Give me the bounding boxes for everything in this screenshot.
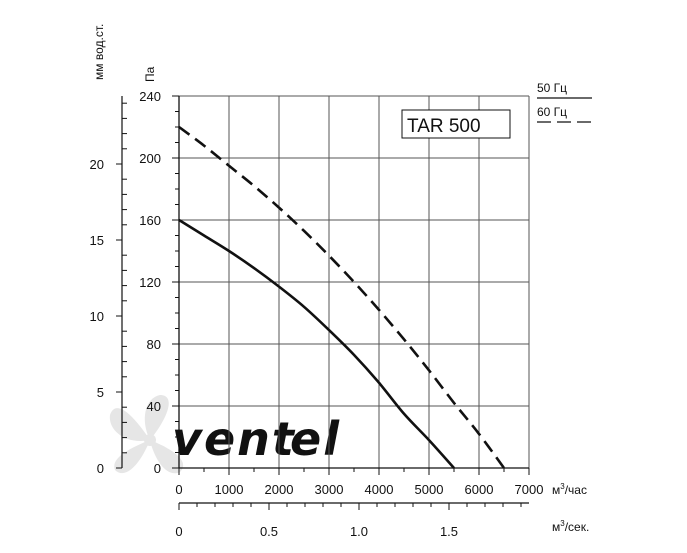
chart-title: TAR 500	[407, 116, 481, 137]
model-label-box: TAR 500	[401, 109, 511, 139]
tick-marks	[116, 95, 530, 510]
x-tick-label: 4000	[365, 482, 394, 497]
secondary-x-tick-label: 0.5	[260, 524, 278, 539]
plot-grid	[179, 95, 530, 468]
x-tick-label: 6000	[465, 482, 494, 497]
x-tick-label: 0	[175, 482, 182, 497]
x-tick-label: 7000	[515, 482, 544, 497]
secondary-x-tick-label: 1.0	[350, 524, 368, 539]
legend-label-50hz: 50 Гц	[537, 81, 567, 95]
x-tick-label: 2000	[265, 482, 294, 497]
secondary-y-axis-label: мм вод.ст.	[92, 24, 106, 80]
x-axis-label: м3/час	[552, 482, 587, 497]
secondary-x-tick-label: 0	[175, 524, 182, 539]
legend-label-60hz: 60 Гц	[537, 105, 567, 119]
x-tick-label: 3000	[315, 482, 344, 497]
watermark-text-main: vent	[172, 412, 296, 466]
legend: 50 Гц 60 Гц	[537, 81, 592, 123]
secondary-y-tick-label: 0	[97, 461, 104, 476]
y-tick-label: 40	[147, 399, 161, 414]
fan-curves	[178, 125, 506, 469]
y-tick-label: 240	[139, 89, 161, 104]
y-tick-label: 0	[154, 461, 161, 476]
secondary-x-axis-label: м3/сек.	[552, 519, 589, 534]
watermark: vent el	[109, 395, 341, 474]
x-tick-label: 1000	[215, 482, 244, 497]
y-tick-label: 160	[139, 213, 161, 228]
curve-50hz	[178, 218, 455, 469]
y-tick-label: 80	[147, 337, 161, 352]
y-tick-label: 200	[139, 151, 161, 166]
curve-60hz	[178, 125, 506, 469]
secondary-x-tick-label: 1.5	[440, 524, 458, 539]
y-tick-label: 120	[139, 275, 161, 290]
secondary-y-tick-label: 5	[97, 385, 104, 400]
secondary-y-tick-label: 20	[90, 157, 104, 172]
fan-icon	[109, 395, 184, 474]
secondary-y-tick-label: 10	[90, 309, 104, 324]
x-tick-label: 5000	[415, 482, 444, 497]
secondary-y-tick-label: 15	[90, 233, 104, 248]
y-axis-label: Па	[143, 66, 157, 82]
watermark-text-accent: el	[290, 412, 341, 466]
